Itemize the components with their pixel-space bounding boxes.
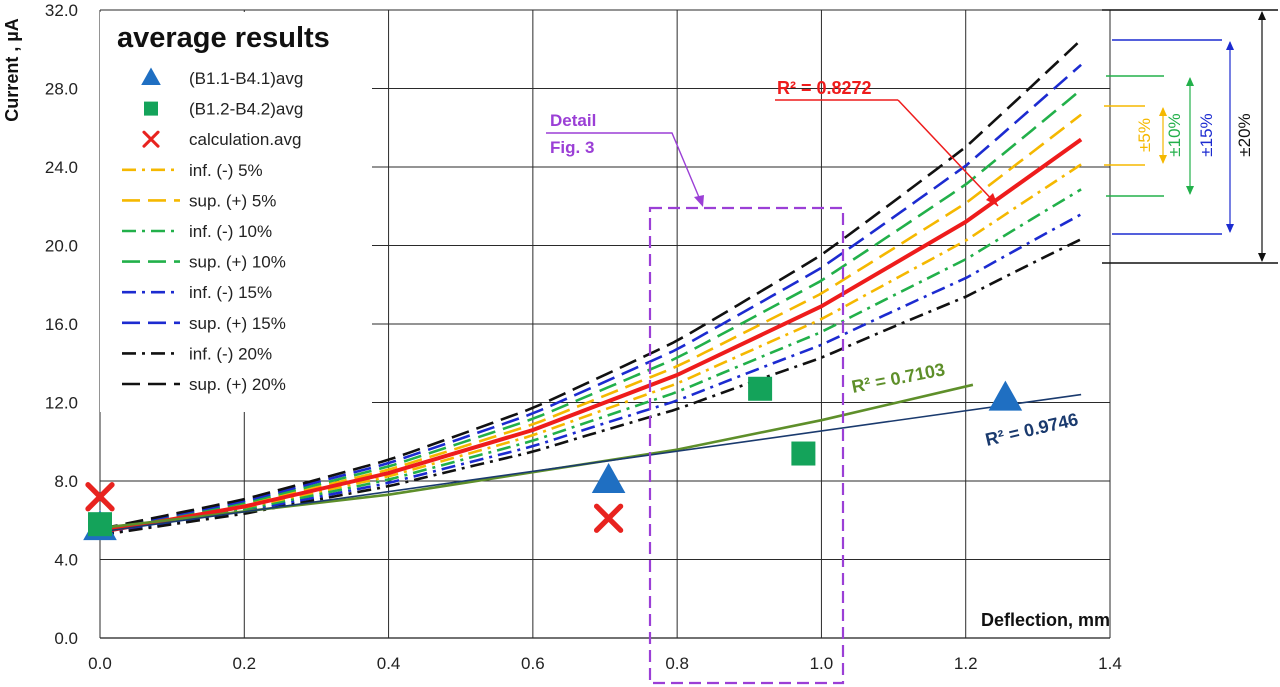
fit-line (99, 393, 1082, 533)
legend-label: inf. (-) 5% (189, 161, 263, 180)
legend-label: sup. (+) 10% (189, 253, 286, 272)
fit-line (99, 137, 1083, 534)
detail-annotation: Detail Fig. 3 (546, 111, 845, 685)
data-point (791, 441, 816, 466)
y-tick-label: 16.0 (45, 315, 78, 334)
cross-stroke (85, 482, 115, 512)
detail-fig-label: Fig. 3 (550, 138, 594, 157)
x-tick-label: 1.2 (954, 654, 978, 673)
detail-leader-arrowhead (694, 195, 704, 207)
data-point (88, 512, 112, 537)
y-tick-label: 8.0 (54, 472, 78, 491)
data-point (593, 503, 624, 533)
legend: average results (B1.1-B4.1)avg (B1.2-B4.2… (100, 12, 372, 412)
legend-label: sup. (+) 5% (189, 191, 276, 210)
tolerance-curve (99, 38, 1082, 531)
tolerance-curve (99, 188, 1082, 535)
x-tick-label: 0.8 (665, 654, 689, 673)
tolerance-label: ±5% (1135, 118, 1154, 152)
legend-label: inf. (-) 15% (189, 283, 272, 302)
x-tick-label: 1.4 (1098, 654, 1122, 673)
bracket-arrow-down (1159, 155, 1167, 164)
x-tick-label: 0.0 (88, 654, 112, 673)
bracket-arrow-up (1258, 11, 1266, 20)
tolerance-label: ±20% (1235, 113, 1254, 156)
x-tick-label: 0.6 (521, 654, 545, 673)
data-point (85, 482, 115, 512)
cross-stroke (142, 130, 160, 148)
legend-label: sup. (+) 15% (189, 314, 286, 333)
fit-lines (99, 137, 1083, 534)
data-point (988, 380, 1023, 411)
bracket-arrow-up (1186, 77, 1194, 86)
tick-labels: 0.0 4.0 8.0 12.0 16.0 20.0 24.0 28.0 32.0 0.0 0.2 0… (45, 1, 1122, 673)
legend-label: (B1.2-B4.2)avg (189, 100, 303, 119)
cross-stroke (593, 503, 624, 533)
tolerance-label: ±15% (1197, 113, 1216, 156)
r2-leader-line (897, 99, 999, 207)
detail-leader-line (614, 132, 702, 203)
x-tick-label: 1.0 (810, 654, 834, 673)
legend-label: calculation.avg (189, 130, 301, 149)
legend-label: sup. (+) 20% (189, 375, 286, 394)
bracket-arrow-up (1159, 107, 1167, 116)
tolerance-label: ±10% (1165, 113, 1184, 156)
detail-box (648, 206, 845, 685)
legend-symbol (142, 130, 160, 148)
bracket-arrow-up (1226, 41, 1234, 50)
tolerance-curve (99, 88, 1082, 532)
bracket-arrow-down (1186, 186, 1194, 195)
tolerance-curve (99, 63, 1082, 531)
y-tick-label: 12.0 (45, 394, 78, 413)
y-tick-label: 0.0 (54, 629, 78, 648)
y-tick-label: 28.0 (45, 80, 78, 99)
bracket-arrow-down (1258, 253, 1266, 262)
y-tick-label: 32.0 (45, 1, 78, 20)
x-axis-title: Deflection, mm (981, 610, 1110, 630)
legend-label: (B1.1-B4.1)avg (189, 69, 303, 88)
data-point (591, 463, 626, 493)
legend-title: average results (117, 22, 330, 54)
legend-label: inf. (-) 20% (189, 344, 272, 363)
y-tick-label: 24.0 (45, 158, 78, 177)
legend-symbol (144, 101, 158, 116)
data-point (748, 376, 773, 401)
legend-label: inf. (-) 10% (189, 222, 272, 241)
legend-symbol (141, 67, 161, 85)
x-tick-label: 0.2 (232, 654, 256, 673)
data-markers (83, 376, 1023, 541)
y-tick-label: 20.0 (45, 237, 78, 256)
y-axis-title: Current , µA (2, 18, 22, 121)
bracket-arrow-down (1226, 224, 1234, 233)
tolerance-brackets: ±5% ±10% ±15% ±20% (1102, 9, 1278, 264)
r2-label-calculation: R² = 0.8272 (777, 78, 872, 98)
detail-label: Detail (550, 111, 596, 130)
r2-leader-arrowhead (986, 193, 998, 206)
x-tick-label: 0.4 (377, 654, 401, 673)
y-tick-label: 4.0 (54, 551, 78, 570)
